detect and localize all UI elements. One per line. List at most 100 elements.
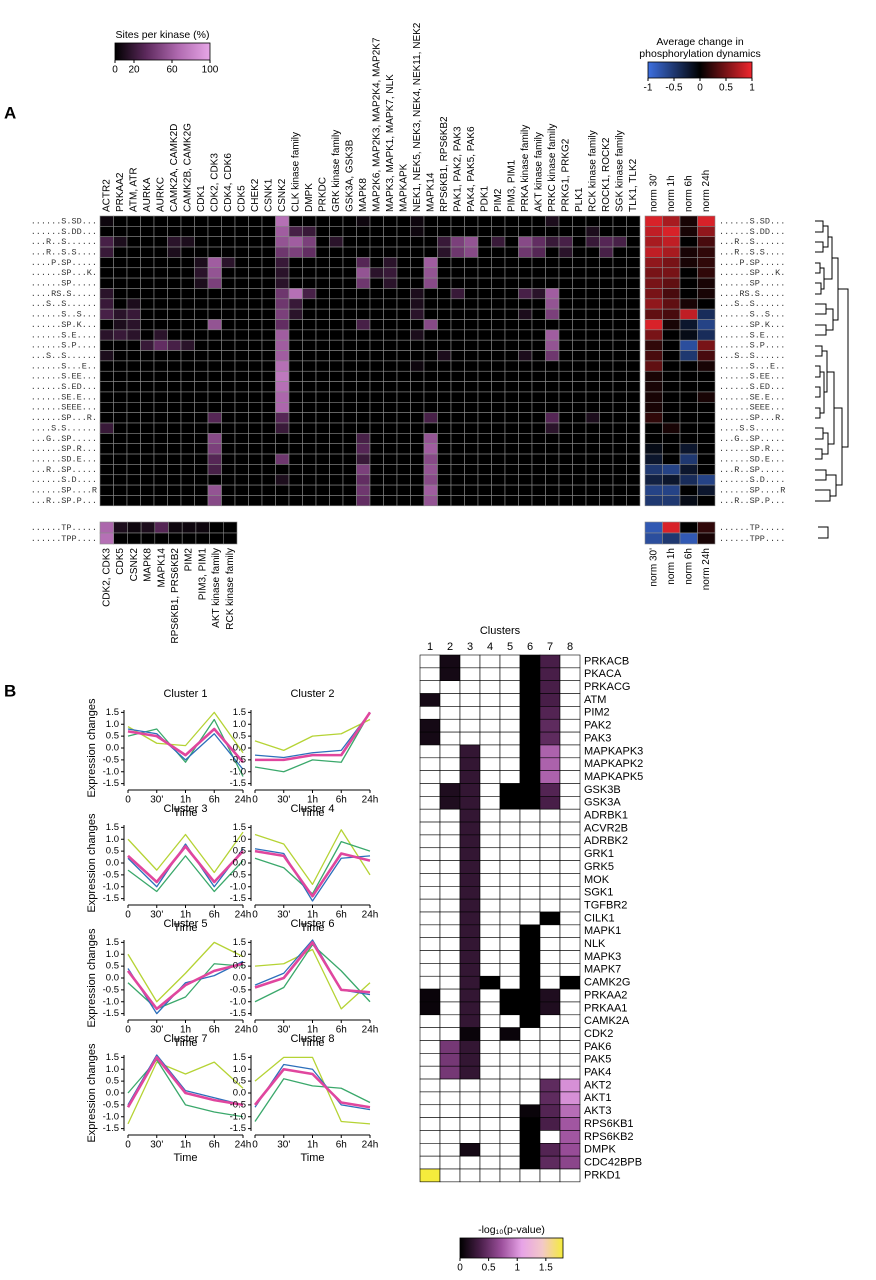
heatmap-cell xyxy=(410,350,425,362)
heatmap-cell xyxy=(302,267,317,279)
y-tick-label: 0.5 xyxy=(233,1076,246,1087)
heatmap-cell xyxy=(356,308,371,320)
heatmap-cell xyxy=(626,339,641,351)
heatmap-cell xyxy=(545,308,560,320)
empty-cell xyxy=(419,1027,441,1041)
empty-cell xyxy=(479,731,501,746)
heatmap-cell xyxy=(572,433,587,445)
heatmap-cell xyxy=(437,246,452,258)
heatmap-cell xyxy=(559,1155,581,1170)
y-tick-label: 0.0 xyxy=(233,743,246,754)
column-label: CAMK2A, CAMK2D xyxy=(169,124,180,212)
heatmap-cell xyxy=(518,215,533,227)
heatmap-cell xyxy=(519,718,541,733)
heatmap-cell xyxy=(572,339,587,351)
heatmap-cell xyxy=(275,329,290,341)
heatmap-cell xyxy=(113,412,128,424)
heatmap-cell xyxy=(234,484,249,496)
heatmap-cell xyxy=(459,1040,481,1054)
heatmap-cell xyxy=(585,381,600,393)
y-tick-label: 0.0 xyxy=(106,858,119,869)
column-label: 1 xyxy=(427,641,433,653)
heatmap-cell xyxy=(531,370,546,382)
heatmap-cell xyxy=(288,401,303,413)
empty-cell xyxy=(519,1053,541,1067)
heatmap-cell xyxy=(545,277,560,289)
heatmap-cell xyxy=(477,298,492,310)
heatmap-cell xyxy=(126,298,141,310)
x-axis-label: Time xyxy=(300,1152,324,1164)
heatmap-cell xyxy=(369,474,384,486)
heatmap-cell xyxy=(153,401,168,413)
heatmap-cell xyxy=(572,236,587,248)
empty-cell xyxy=(499,937,521,951)
heatmap-cell xyxy=(477,267,492,279)
column-label: GSK3A, GSK3B xyxy=(344,139,355,212)
heatmap-cell xyxy=(221,257,236,269)
colorbar-tick-label: -1 xyxy=(644,83,653,94)
column-label: PIM3, PIM1 xyxy=(197,548,208,601)
heatmap-cell xyxy=(194,381,209,393)
heatmap-cell xyxy=(545,226,560,238)
heatmap-cell xyxy=(585,495,600,507)
x-axis-label: Time xyxy=(173,1152,197,1164)
heatmap-cell xyxy=(126,226,141,238)
heatmap-cell xyxy=(626,308,641,320)
heatmap-cell xyxy=(612,453,627,465)
row-label: ...R..SP..... xyxy=(719,465,785,475)
heatmap-cell xyxy=(180,288,195,300)
heatmap-cell xyxy=(558,495,573,507)
y-tick-label: -1.0 xyxy=(103,881,119,892)
heatmap-cell xyxy=(464,401,479,413)
heatmap-cell xyxy=(599,360,614,372)
heatmap-cell xyxy=(626,391,641,403)
heatmap-cell xyxy=(626,401,641,413)
empty-cell xyxy=(419,821,441,836)
heatmap-cell xyxy=(329,422,344,434)
heatmap-cell xyxy=(248,464,263,476)
colorbar-tick-label: 60 xyxy=(166,65,178,76)
heatmap-cell xyxy=(585,350,600,362)
heatmap-cell xyxy=(113,464,128,476)
heatmap-cell xyxy=(539,1091,561,1106)
heatmap-cell xyxy=(545,412,560,424)
heatmap-cell xyxy=(504,246,519,258)
heatmap-cell xyxy=(697,215,716,227)
heatmap-cell xyxy=(450,474,465,486)
heatmap-cell xyxy=(167,370,182,382)
heatmap-cell xyxy=(419,731,441,746)
heatmap-cell xyxy=(302,474,317,486)
column-label: 3 xyxy=(467,641,473,653)
empty-cell xyxy=(519,1168,541,1183)
heatmap-cell xyxy=(288,484,303,496)
heatmap-cell xyxy=(113,381,128,393)
x-tick-label: 6h xyxy=(209,1025,220,1036)
x-axis-label: Time xyxy=(173,807,197,819)
heatmap-cell xyxy=(99,495,114,507)
empty-cell xyxy=(519,847,541,861)
heatmap-cell xyxy=(329,350,344,362)
heatmap-cell xyxy=(423,443,438,455)
heatmap-cell xyxy=(194,308,209,320)
empty-cell xyxy=(479,988,501,1003)
heatmap-cell xyxy=(288,453,303,465)
heatmap-cell xyxy=(396,339,411,351)
column-label: PAK1, PAK2, PAK3 xyxy=(452,126,463,212)
empty-cell xyxy=(539,885,561,900)
empty-cell xyxy=(439,834,461,849)
heatmap-cell xyxy=(113,360,128,372)
heatmap-cell xyxy=(302,360,317,372)
empty-cell xyxy=(439,950,461,964)
heatmap-cell xyxy=(477,391,492,403)
heatmap-cell xyxy=(275,495,290,507)
heatmap-cell xyxy=(356,360,371,372)
heatmap-cell xyxy=(221,329,236,341)
heatmap-cell xyxy=(329,288,344,300)
heatmap-cell xyxy=(491,474,506,486)
row-label: ....P.SP..... xyxy=(719,258,785,268)
heatmap-cell xyxy=(167,298,182,310)
row-label: ATM xyxy=(584,694,606,706)
empty-cell xyxy=(559,706,581,720)
heatmap-cell xyxy=(423,381,438,393)
heatmap-cell xyxy=(697,277,716,289)
